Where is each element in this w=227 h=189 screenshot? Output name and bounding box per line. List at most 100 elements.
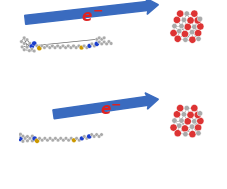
Text: e: e (81, 9, 92, 24)
Circle shape (22, 42, 26, 45)
Text: −: − (111, 98, 121, 111)
Circle shape (22, 48, 26, 51)
Circle shape (30, 47, 33, 51)
Circle shape (173, 111, 180, 118)
Circle shape (195, 131, 200, 136)
Circle shape (197, 16, 202, 22)
Circle shape (40, 44, 43, 47)
Circle shape (69, 46, 72, 49)
Circle shape (183, 11, 189, 16)
Circle shape (61, 139, 65, 142)
Circle shape (48, 137, 52, 140)
Circle shape (77, 139, 81, 142)
Circle shape (190, 105, 197, 112)
Circle shape (191, 119, 196, 124)
Circle shape (194, 29, 201, 37)
Circle shape (186, 111, 193, 119)
Circle shape (67, 139, 70, 142)
Circle shape (79, 45, 83, 50)
Circle shape (27, 49, 31, 52)
Circle shape (169, 124, 176, 131)
Circle shape (107, 40, 110, 43)
Circle shape (178, 23, 183, 29)
Circle shape (196, 117, 203, 125)
Circle shape (35, 44, 38, 47)
Circle shape (64, 46, 67, 49)
Circle shape (102, 40, 105, 44)
Circle shape (74, 137, 78, 140)
Circle shape (26, 135, 29, 138)
Circle shape (183, 105, 189, 111)
Circle shape (85, 137, 88, 140)
Circle shape (18, 136, 23, 141)
Circle shape (180, 30, 188, 38)
Circle shape (72, 44, 75, 48)
Circle shape (94, 133, 98, 136)
Circle shape (176, 123, 181, 128)
Circle shape (188, 36, 195, 43)
Circle shape (43, 137, 46, 140)
Circle shape (32, 136, 37, 141)
Circle shape (40, 139, 44, 142)
Circle shape (173, 16, 180, 23)
Circle shape (82, 44, 85, 48)
Circle shape (87, 44, 91, 48)
Circle shape (53, 46, 57, 49)
Circle shape (21, 134, 25, 138)
Circle shape (35, 138, 39, 143)
Circle shape (25, 38, 29, 41)
Circle shape (22, 36, 26, 40)
Circle shape (50, 44, 54, 48)
Circle shape (171, 23, 176, 29)
Circle shape (193, 111, 200, 119)
Circle shape (56, 44, 59, 48)
Circle shape (189, 29, 194, 35)
Circle shape (104, 42, 108, 46)
Circle shape (16, 136, 20, 139)
Circle shape (194, 124, 201, 131)
Circle shape (183, 23, 190, 30)
Circle shape (176, 10, 183, 17)
Circle shape (193, 17, 200, 24)
Circle shape (82, 135, 86, 138)
Circle shape (197, 111, 202, 116)
Circle shape (71, 138, 76, 143)
Circle shape (178, 118, 183, 123)
Circle shape (51, 139, 54, 142)
Circle shape (74, 46, 78, 49)
Circle shape (109, 42, 112, 45)
Circle shape (54, 137, 57, 140)
Circle shape (95, 38, 98, 41)
Circle shape (176, 29, 181, 34)
Circle shape (69, 137, 73, 140)
Circle shape (180, 17, 186, 22)
Circle shape (189, 124, 194, 129)
Circle shape (28, 137, 32, 140)
Circle shape (21, 140, 25, 143)
Circle shape (92, 44, 96, 48)
Circle shape (196, 23, 203, 30)
Circle shape (79, 136, 84, 141)
Text: −: − (92, 5, 102, 18)
Circle shape (42, 46, 46, 49)
Circle shape (180, 125, 188, 132)
Circle shape (64, 137, 67, 140)
Circle shape (61, 44, 64, 48)
Circle shape (38, 137, 41, 140)
Circle shape (188, 131, 195, 138)
Text: e: e (100, 102, 111, 117)
Circle shape (102, 36, 105, 40)
Circle shape (48, 46, 51, 49)
FancyArrow shape (25, 0, 158, 24)
Circle shape (182, 132, 187, 137)
Circle shape (94, 41, 99, 46)
Circle shape (26, 139, 29, 143)
Circle shape (30, 139, 34, 143)
Circle shape (97, 36, 101, 40)
Circle shape (86, 134, 91, 139)
Circle shape (59, 137, 62, 140)
Circle shape (191, 24, 196, 29)
Circle shape (32, 49, 36, 53)
Circle shape (66, 44, 70, 48)
Circle shape (169, 29, 176, 37)
